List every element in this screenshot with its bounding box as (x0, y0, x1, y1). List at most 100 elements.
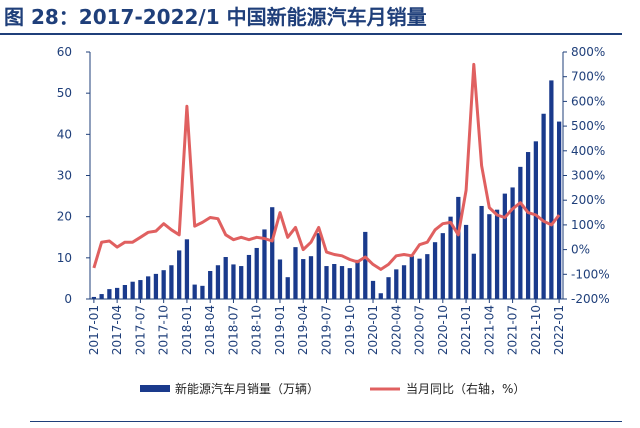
legend-label-sales: 新能源汽车月销量（万辆） (175, 381, 319, 396)
bar-2017-01 (91, 296, 97, 299)
bar-2018-02 (192, 284, 197, 299)
bar-2018-07 (231, 264, 236, 299)
bar-2021-06 (502, 193, 507, 299)
x-tick-2021-04: 2021-04 (482, 305, 496, 355)
x-tick-2021-07: 2021-07 (506, 305, 520, 355)
y-right-tick--200: -200% (571, 292, 610, 306)
x-tick-2017-10: 2017-10 (157, 305, 171, 355)
x-tick-2020-07: 2020-07 (413, 305, 427, 355)
bar-2020-05 (401, 265, 407, 299)
x-tick-2018-10: 2018-10 (250, 305, 264, 355)
bar-2019-01 (277, 259, 283, 299)
y-right-tick-200: 200% (571, 193, 605, 207)
y-left-tick-60: 60 (57, 45, 72, 59)
y-right-tick-500: 500% (571, 119, 605, 133)
bar-2019-09 (339, 266, 345, 299)
y-right-tick-700: 700% (571, 70, 605, 84)
bar-2018-05 (215, 265, 221, 299)
x-tick-2019-07: 2019-07 (320, 305, 334, 355)
title-underline (0, 33, 622, 35)
bar-2017-09 (153, 273, 159, 299)
bar-2018-03 (200, 285, 205, 299)
bar-2020-02 (378, 293, 383, 299)
y-right-tick-0: 0% (571, 243, 590, 257)
legend-label-yoy: 当月同比（右轴，%） (406, 381, 525, 396)
bar-2020-10 (440, 233, 445, 299)
bar-2019-11 (355, 259, 360, 299)
bar-2019-10 (347, 268, 352, 299)
bar-2018-12 (270, 207, 275, 299)
x-tick-2020-01: 2020-01 (366, 305, 380, 355)
bar-2019-04 (301, 259, 306, 299)
yoy-line (92, 62, 561, 271)
bar-series (91, 80, 562, 300)
bar-2020-08 (425, 254, 430, 299)
bar-2019-07 (324, 266, 329, 299)
bar-2021-09 (525, 152, 531, 299)
x-tick-2017-07: 2017-07 (133, 305, 147, 355)
bar-2017-02 (99, 294, 104, 299)
bar-2021-03 (479, 205, 484, 299)
bar-2021-08 (518, 166, 523, 299)
bar-2019-05 (308, 256, 314, 299)
bar-2020-09 (432, 242, 438, 299)
x-tick-2018-04: 2018-04 (203, 305, 217, 355)
x-tick-2019-04: 2019-04 (296, 305, 310, 355)
bar-2021-10 (533, 141, 538, 299)
x-tick-2017-01: 2017-01 (87, 305, 101, 355)
bar-2018-10 (254, 247, 259, 299)
x-tick-2018-01: 2018-01 (180, 305, 194, 355)
y-right-tick-600: 600% (571, 94, 605, 108)
bar-2017-12 (177, 250, 182, 299)
bar-2020-04 (394, 269, 399, 299)
bar-2017-10 (161, 270, 166, 299)
legend-swatch-sales (140, 385, 170, 392)
x-tick-2020-10: 2020-10 (436, 305, 450, 355)
bar-2017-03 (107, 289, 112, 299)
x-tick-2022-01: 2022-01 (552, 305, 566, 355)
y-right-tick-800: 800% (571, 45, 605, 59)
bar-2022-01 (556, 121, 562, 300)
bar-2017-08 (146, 276, 151, 299)
bar-2021-04 (487, 214, 492, 299)
x-tick-2019-10: 2019-10 (343, 305, 357, 355)
bar-2017-05 (122, 285, 128, 299)
bottom-rule (30, 421, 622, 422)
bar-2019-12 (363, 231, 368, 299)
bar-2020-07 (417, 258, 422, 299)
x-tick-2019-01: 2019-01 (273, 305, 287, 355)
bar-2018-11 (262, 229, 267, 299)
bar-2019-02 (285, 277, 290, 299)
bar-2020-03 (386, 277, 391, 299)
bar-2021-05 (494, 209, 500, 299)
y-right-tick-300: 300% (571, 169, 605, 183)
y-left-tick-0: 0 (64, 292, 72, 306)
bar-2021-07 (510, 187, 515, 299)
bar-2021-02 (471, 253, 476, 299)
bar-2018-06 (223, 257, 228, 299)
bar-2018-08 (239, 266, 244, 299)
y-left-tick-50: 50 (57, 86, 72, 100)
x-tick-2017-04: 2017-04 (110, 305, 124, 355)
bar-2021-12 (549, 80, 554, 299)
x-tick-2020-04: 2020-04 (389, 305, 403, 355)
tick-labels: 0 10 20 30 40 50 60 -200% -100% 0% 100% 200% 300% 400… (57, 45, 610, 355)
bar-2019-08 (332, 264, 337, 299)
axes (86, 51, 567, 303)
bar-2020-11 (448, 216, 453, 299)
bar-2018-04 (208, 271, 213, 299)
bar-2017-06 (130, 281, 135, 299)
legend: 新能源汽车月销量（万辆） 当月同比（右轴，%） (140, 381, 525, 396)
bar-2020-06 (409, 256, 414, 299)
y-left-tick-30: 30 (57, 169, 72, 183)
bar-2018-01 (184, 239, 190, 299)
y-left-tick-10: 10 (57, 251, 72, 265)
bar-2019-03 (293, 247, 298, 299)
y-left-tick-20: 20 (57, 210, 72, 224)
y-left-tick-40: 40 (57, 127, 72, 141)
x-tick-2018-07: 2018-07 (226, 305, 240, 355)
x-tick-2021-10: 2021-10 (529, 305, 543, 355)
bar-2017-04 (115, 287, 120, 299)
x-tick-2021-01: 2021-01 (459, 305, 473, 355)
